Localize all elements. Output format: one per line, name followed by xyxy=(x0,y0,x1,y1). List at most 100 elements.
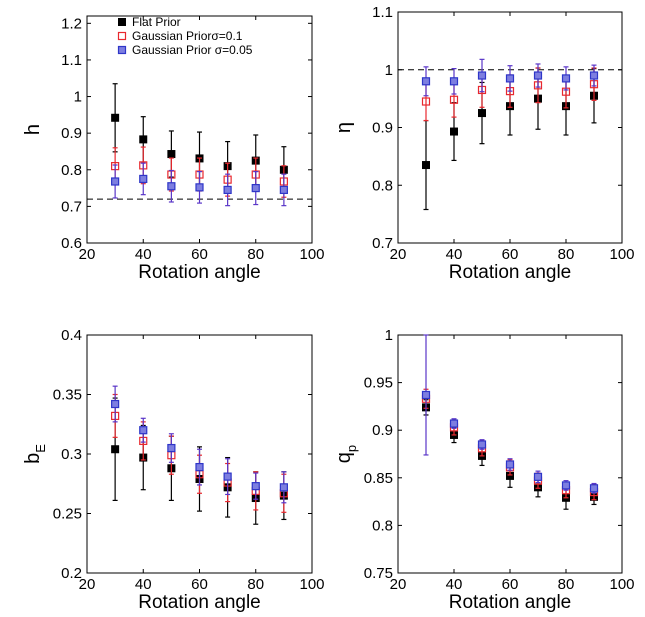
x-tick-label: 80 xyxy=(247,246,264,263)
marker-gaussian-0.05 xyxy=(279,185,288,195)
marker-gaussian-0.05 xyxy=(223,185,232,195)
x-tick-label: 40 xyxy=(135,576,152,593)
y-tick-label: 0.9 xyxy=(372,120,393,137)
y-axis-label: bE xyxy=(22,444,48,464)
panel-eta: 20 40 60 80 100 0.7 0.8 0.9 1 1.1 Rotation angle η xyxy=(333,4,635,283)
x-tick-label: 40 xyxy=(446,576,463,593)
x-tick-label: 60 xyxy=(502,246,519,263)
marker-gaussian-0.05 xyxy=(533,472,543,481)
marker-gaussian-0.05 xyxy=(505,460,515,469)
x-tick-label: 40 xyxy=(446,246,463,263)
marker-gaussian-0.05 xyxy=(449,419,459,428)
x-axis-label: Rotation angle xyxy=(138,592,261,613)
marker-gaussian-0.05 xyxy=(195,462,204,472)
y-axis-label-main: b xyxy=(22,453,44,464)
y-axis-label-main: h xyxy=(22,124,44,135)
y-tick-label: 0.8 xyxy=(372,517,393,534)
y-tick-label: 0.8 xyxy=(61,162,82,179)
legend-label: Gaussian Prior σ=0.05 xyxy=(132,43,253,57)
marker-gaussian-0.05 xyxy=(111,399,120,409)
x-tick-label: 20 xyxy=(390,246,407,263)
marker-gaussian-0.05 xyxy=(421,77,431,86)
marker-gaussian-0.05 xyxy=(111,177,120,186)
x-tick-label: 60 xyxy=(502,576,519,593)
panel-bE: 20 40 60 80 100 0.2 0.25 0.3 0.35 0.4 Rotation ang… xyxy=(22,327,325,613)
x-tick-label: 100 xyxy=(609,576,634,593)
marker-flat-prior xyxy=(111,445,120,454)
marker-gaussian-0.1 xyxy=(449,95,459,104)
panel-h: 20 40 60 80 100 0.6 0.7 0.8 0.9 1 1.1 1.2 Rotation a… xyxy=(22,15,325,283)
x-tick-label: 40 xyxy=(135,246,152,263)
y-axis-label-sub: E xyxy=(33,444,48,453)
marker-flat-prior xyxy=(422,161,430,170)
marker-gaussian-0.05 xyxy=(223,472,232,481)
y-tick-label: 1 xyxy=(74,89,82,106)
y-tick-label: 0.6 xyxy=(61,235,82,252)
marker-flat-prior xyxy=(167,150,176,159)
marker-gaussian-0.05 xyxy=(195,183,204,192)
marker-gaussian-0.05 xyxy=(139,426,148,435)
y-tick-label: 1 xyxy=(385,62,393,79)
y-axis-label-sub: p xyxy=(344,445,359,452)
axes-frame xyxy=(397,334,623,574)
y-tick-label: 1.2 xyxy=(61,15,82,32)
y-axis-label: h xyxy=(22,124,44,135)
x-tick-label: 60 xyxy=(191,246,208,263)
y-tick-label: 0.7 xyxy=(372,235,393,252)
legend-marker-gaussian-0.1 xyxy=(117,31,127,41)
marker-flat-prior xyxy=(450,127,458,136)
marker-gaussian-0.05 xyxy=(251,183,260,193)
marker-gaussian-0.1 xyxy=(421,97,431,106)
y-tick-label: 0.85 xyxy=(364,470,393,487)
marker-gaussian-0.05 xyxy=(421,390,431,400)
marker-flat-prior xyxy=(111,113,120,122)
y-axis-label-main: q xyxy=(333,452,355,463)
x-tick-label: 20 xyxy=(79,576,96,593)
marker-flat-prior xyxy=(478,109,486,118)
marker-gaussian-0.05 xyxy=(561,74,571,83)
y-tick-label: 0.3 xyxy=(61,446,82,463)
y-tick-label: 1 xyxy=(385,327,393,344)
y-tick-label: 0.2 xyxy=(61,565,82,582)
y-tick-label: 0.9 xyxy=(61,125,82,142)
legend-marker-gaussian-0.05 xyxy=(117,45,127,55)
marker-gaussian-0.05 xyxy=(167,182,176,191)
y-tick-label: 0.35 xyxy=(53,387,82,404)
marker-flat-prior xyxy=(139,135,148,144)
x-tick-label: 100 xyxy=(299,246,324,263)
marker-gaussian-0.05 xyxy=(449,77,459,86)
x-tick-label: 100 xyxy=(299,576,324,593)
y-tick-label: 0.9 xyxy=(372,422,393,439)
legend-marker-flat-prior xyxy=(118,18,126,26)
marker-gaussian-0.05 xyxy=(139,174,148,184)
x-tick-label: 80 xyxy=(558,576,575,593)
y-axis-label-main: η xyxy=(333,122,355,133)
panel-qp: 20 40 60 80 100 0.75 0.8 0.85 0.9 0.95 1 Rotation a… xyxy=(333,327,635,613)
marker-gaussian-0.05 xyxy=(589,71,599,80)
x-tick-label: 20 xyxy=(79,246,96,263)
x-tick-label: 20 xyxy=(390,576,407,593)
marker-gaussian-0.05 xyxy=(167,443,176,453)
marker-gaussian-0.05 xyxy=(505,74,515,83)
legend-label: Flat Prior xyxy=(132,15,181,29)
x-axis-label: Rotation angle xyxy=(138,262,261,283)
marker-gaussian-0.05 xyxy=(477,71,487,80)
marker-gaussian-0.05 xyxy=(561,481,571,490)
x-tick-label: 60 xyxy=(191,576,208,593)
marker-gaussian-0.05 xyxy=(589,484,599,493)
x-tick-label: 100 xyxy=(609,246,634,263)
y-tick-label: 0.95 xyxy=(364,375,393,392)
x-axis-label: Rotation angle xyxy=(449,262,572,283)
y-tick-label: 0.4 xyxy=(61,327,82,344)
y-tick-label: 0.8 xyxy=(372,177,393,194)
y-axis-label: η xyxy=(333,122,355,133)
x-axis-label: Rotation angle xyxy=(449,592,572,613)
marker-gaussian-0.05 xyxy=(251,482,260,491)
x-tick-label: 80 xyxy=(558,246,575,263)
y-axis-label: qp xyxy=(333,445,359,463)
y-tick-label: 0.25 xyxy=(53,506,82,523)
marker-gaussian-0.05 xyxy=(533,71,543,80)
marker-gaussian-0.05 xyxy=(279,483,288,492)
